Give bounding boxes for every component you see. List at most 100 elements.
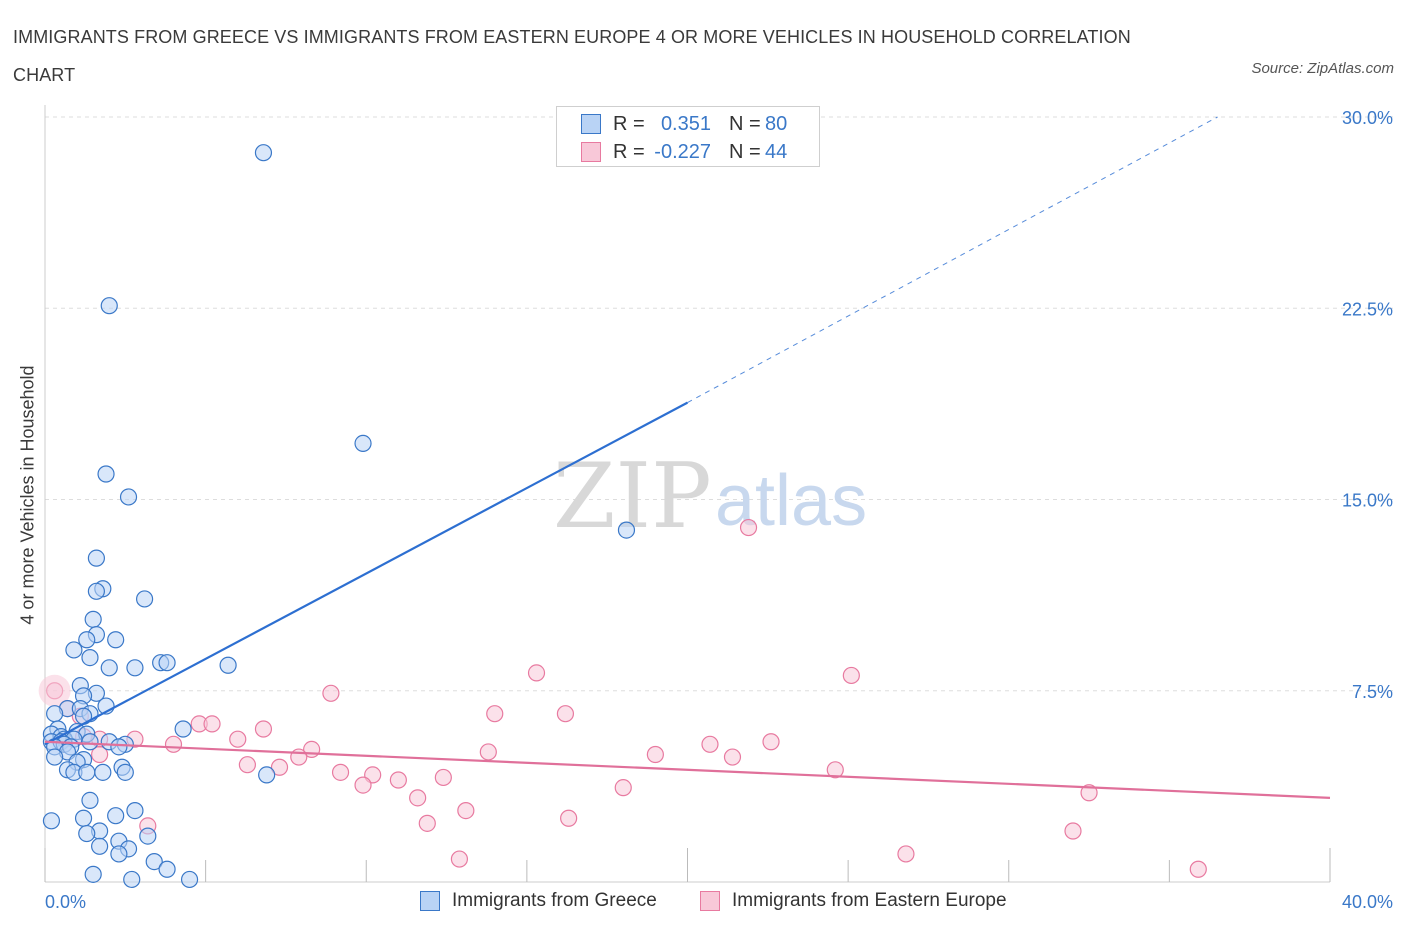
eastern-europe-point xyxy=(389,771,407,789)
greece-point xyxy=(107,631,125,649)
greece-point xyxy=(116,763,134,781)
greece-point xyxy=(219,656,237,674)
eastern-europe-point xyxy=(897,845,915,863)
legend-n-value: 44 xyxy=(765,140,788,163)
greece-point xyxy=(94,763,112,781)
series-legend-label-greece: Immigrants from Greece xyxy=(452,890,657,911)
x-tick-label: 40.0% xyxy=(1342,892,1393,912)
greece-point xyxy=(87,549,106,567)
greece-point xyxy=(84,610,102,628)
greece-point xyxy=(78,631,96,649)
greece-point xyxy=(84,865,102,883)
series-legend-item-greece[interactable]: Immigrants from Greece xyxy=(420,890,657,912)
greece-point xyxy=(100,297,118,315)
greece-point xyxy=(81,733,99,751)
chart-title: IMMIGRANTS FROM GREECE VS IMMIGRANTS FRO… xyxy=(13,27,1131,85)
axes xyxy=(44,105,1331,883)
eastern-europe-point xyxy=(826,761,844,779)
eastern-europe-point xyxy=(450,850,469,868)
y-tick-label: 7.5% xyxy=(1352,682,1393,702)
greece-point xyxy=(254,144,273,162)
legend-r-value: 0.351 xyxy=(660,112,711,135)
greece-point xyxy=(354,434,372,452)
y-tick-label: 30.0% xyxy=(1342,108,1393,128)
eastern-europe-point xyxy=(409,789,427,807)
greece-point xyxy=(158,860,176,878)
eastern-europe-point xyxy=(290,748,308,766)
legend-n-label: N = xyxy=(729,112,761,135)
gridlines xyxy=(45,116,1395,692)
eastern-europe-point xyxy=(723,748,742,766)
series-legend-swatch-greece xyxy=(420,891,440,911)
greece-point xyxy=(100,659,118,677)
greece-trend-extension xyxy=(687,116,1218,404)
greece-point xyxy=(65,641,83,659)
legend-row-greece: R = 0.351 N = 80 xyxy=(581,112,787,136)
correlation-legend: R = 0.351 N = 80 R = -0.227 N = 44 xyxy=(556,106,820,167)
greece-point xyxy=(180,870,199,889)
greece-point xyxy=(81,791,99,810)
series-legend: Immigrants from Greece Immigrants from E… xyxy=(0,890,1406,916)
y-tick-label: 22.5% xyxy=(1342,299,1393,319)
greece-point xyxy=(174,720,192,738)
greece-point xyxy=(91,837,109,855)
greece-point xyxy=(126,659,144,677)
eastern-europe-point xyxy=(164,735,183,753)
greece-point xyxy=(126,801,144,820)
watermark: ZIP atlas xyxy=(553,444,867,549)
series-eastern-europe-points xyxy=(38,518,1207,878)
greece-point xyxy=(78,824,96,843)
greece-point xyxy=(123,870,141,889)
greece-point xyxy=(46,748,64,766)
eastern-europe-point xyxy=(614,779,632,797)
trend-lines xyxy=(44,116,1331,799)
greece-point xyxy=(258,766,276,784)
legend-r-value: -0.227 xyxy=(654,140,711,163)
greece-point xyxy=(81,648,99,667)
eastern-europe-point xyxy=(354,776,372,794)
legend-row-eastern-europe: R = -0.227 N = 44 xyxy=(581,140,787,164)
legend-swatch-eastern-europe xyxy=(581,142,601,162)
eastern-europe-point xyxy=(556,705,575,723)
eastern-europe-point xyxy=(203,715,221,733)
greece-point xyxy=(119,488,138,506)
greece-trend-line xyxy=(44,401,689,746)
legend-r-label: R = xyxy=(613,140,645,163)
greece-point xyxy=(110,738,128,756)
eastern-europe-point xyxy=(479,743,497,761)
series-legend-label-eastern-europe: Immigrants from Eastern Europe xyxy=(732,890,1007,911)
eastern-europe-point xyxy=(762,733,780,751)
series-greece-points xyxy=(42,144,636,889)
greece-point xyxy=(617,521,636,539)
eastern-europe-point xyxy=(331,763,350,781)
tick-labels: 7.5% 15.0% 22.5% 30.0% 0.0% 40.0% xyxy=(45,108,1393,912)
source-label: Source: ZipAtlas.com xyxy=(1251,60,1394,77)
eastern-europe-point xyxy=(1080,784,1098,802)
greece-point xyxy=(110,845,128,863)
eastern-europe-point xyxy=(238,756,256,774)
greece-point xyxy=(78,763,96,781)
legend-n-label: N = xyxy=(729,140,761,163)
greece-point xyxy=(139,827,157,845)
greece-point xyxy=(158,654,176,672)
eastern-europe-point xyxy=(418,814,436,832)
greece-point xyxy=(107,807,125,825)
eastern-europe-point xyxy=(254,720,273,738)
greece-point xyxy=(74,809,93,827)
legend-r-label: R = xyxy=(613,112,645,135)
eastern-europe-point xyxy=(229,730,247,748)
greece-point xyxy=(42,812,61,830)
legend-n-value: 80 xyxy=(765,112,788,135)
greece-point xyxy=(135,590,154,608)
eastern-europe-point-large xyxy=(38,674,71,707)
greece-point xyxy=(97,465,115,483)
eastern-europe-point xyxy=(560,809,578,827)
eastern-europe-point xyxy=(701,735,719,753)
series-legend-item-eastern-europe[interactable]: Immigrants from Eastern Europe xyxy=(700,890,1007,912)
eastern-europe-point xyxy=(646,745,664,764)
watermark-atlas: atlas xyxy=(715,461,867,541)
eastern-europe-point xyxy=(322,684,340,702)
eastern-europe-point xyxy=(457,801,475,820)
eastern-europe-trend-line xyxy=(44,740,1331,799)
